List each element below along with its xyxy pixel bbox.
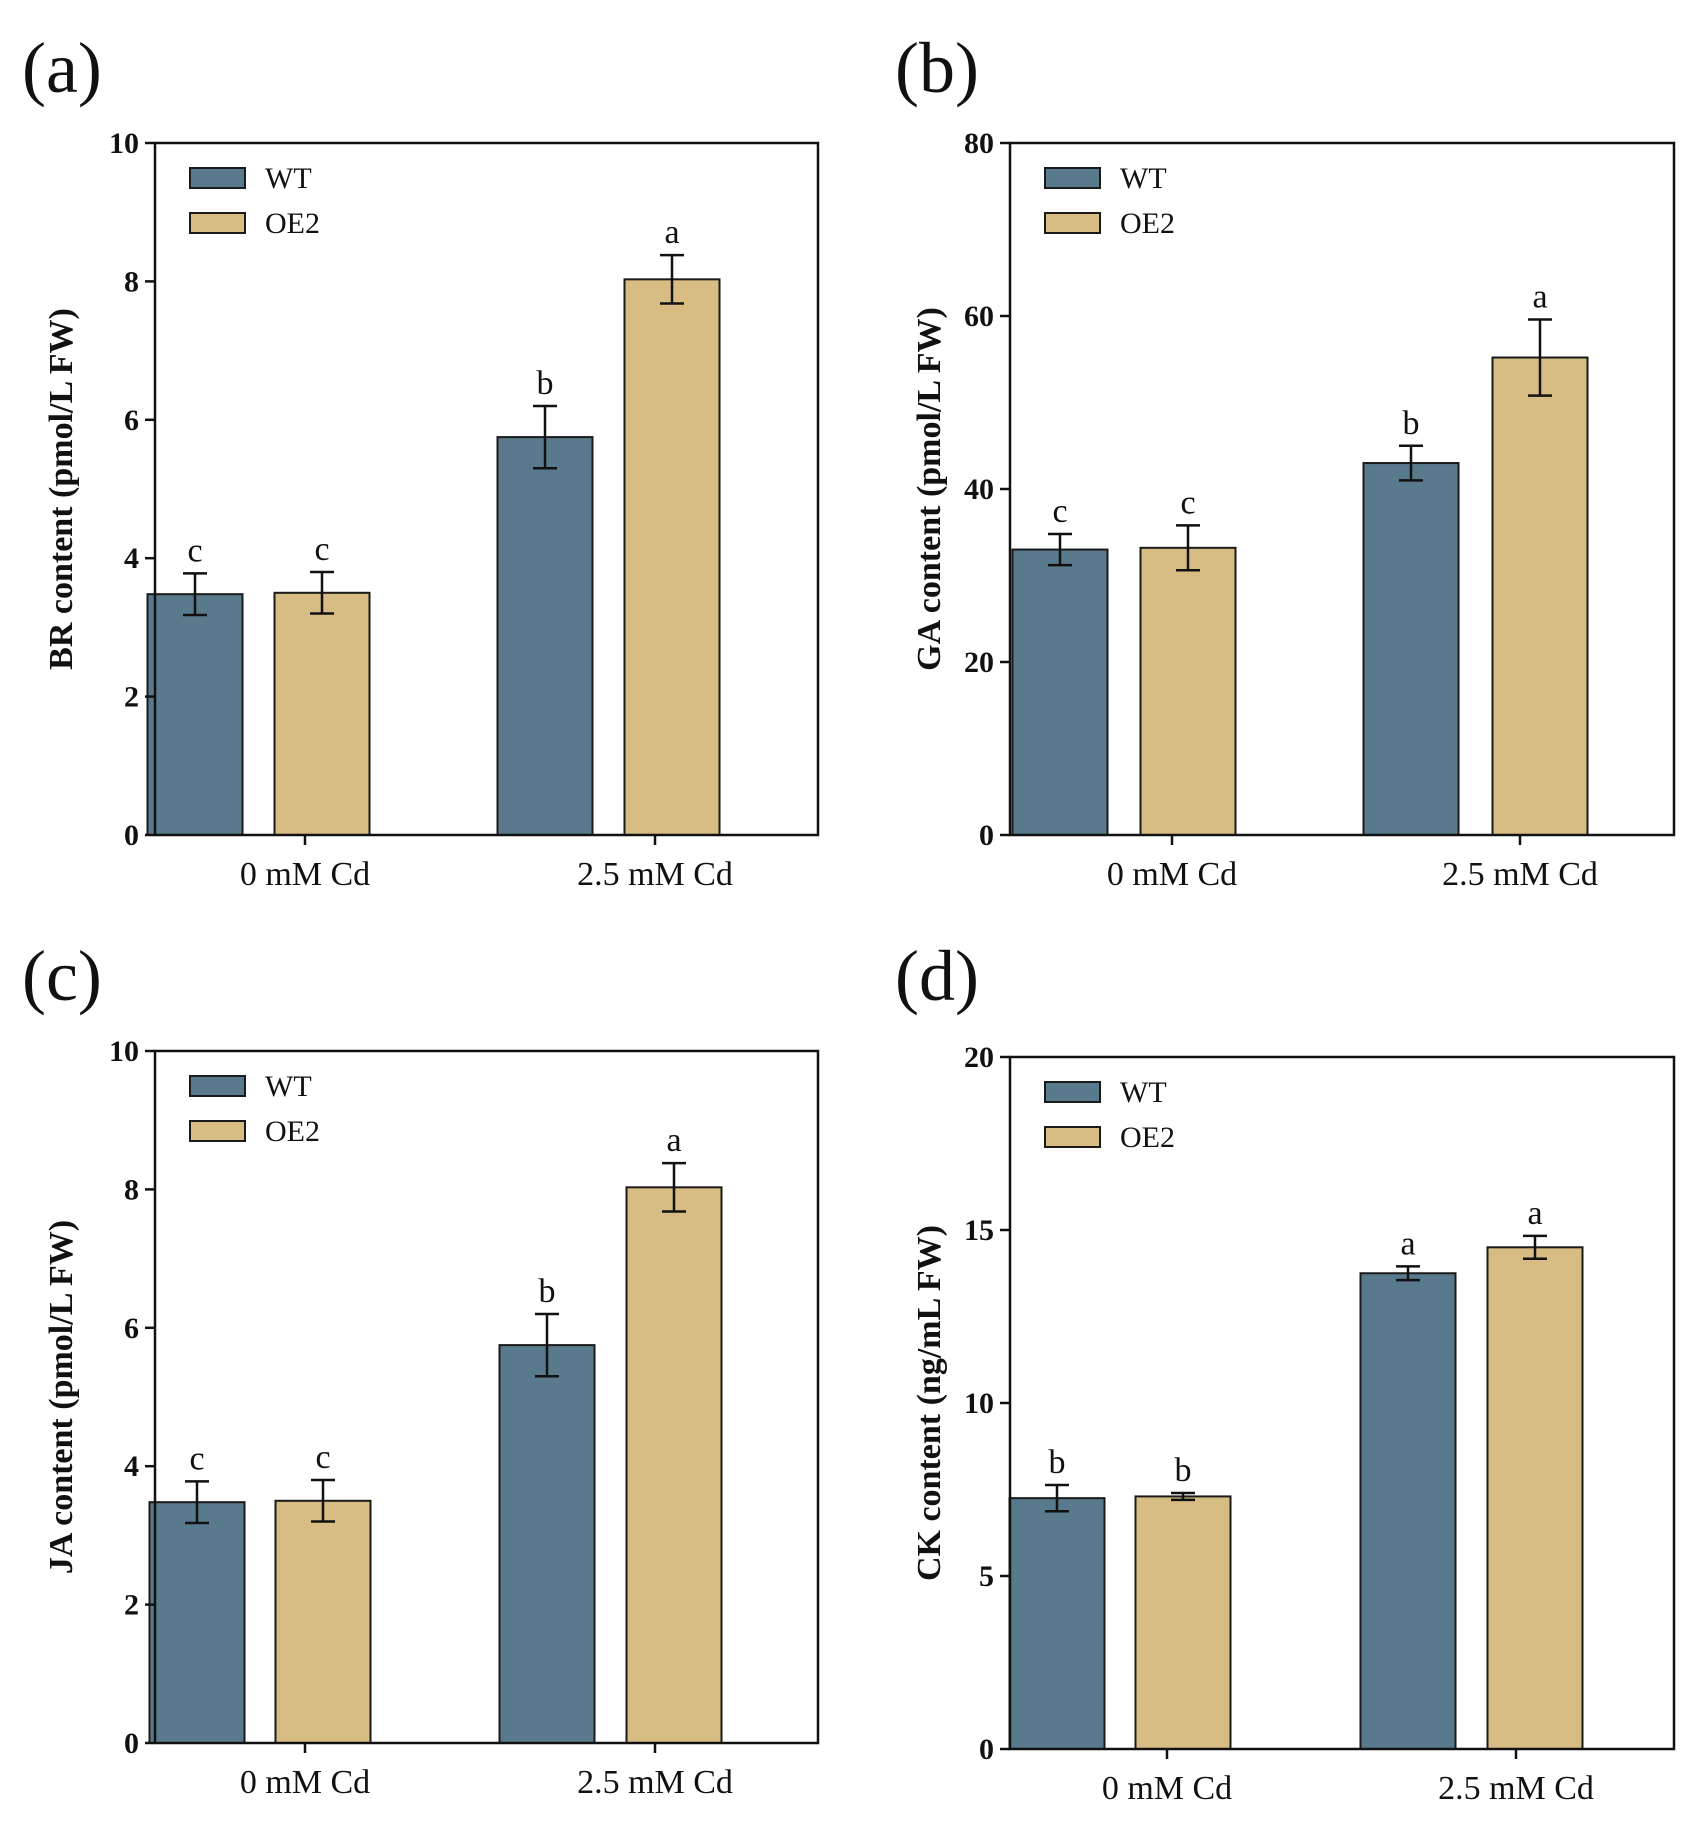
- significance-letter: c: [189, 1440, 204, 1477]
- bar-wt-1: [498, 1344, 596, 1744]
- y-tick-label: 2: [124, 681, 139, 714]
- plot-frame: [153, 141, 820, 837]
- legend-label-wt: WT: [265, 1070, 312, 1103]
- y-tick-label: 80: [964, 127, 994, 160]
- panel-label: (b): [895, 28, 979, 108]
- panel-label: (c): [22, 936, 102, 1016]
- significance-letter: c: [315, 1439, 330, 1476]
- x-tick-label: 0 mM Cd: [1102, 1770, 1232, 1807]
- bar-wt-1: [1359, 1272, 1457, 1750]
- bar-oe2-1: [1486, 1246, 1584, 1751]
- chart-panel-c: (c) c b c a 0 2 4 6 8 10 0 mM Cd 2.5 mM Cd JA content…: [22, 936, 820, 1801]
- x-tick-label: 2.5 mM Cd: [1438, 1770, 1594, 1807]
- legend-swatch-wt: [189, 1075, 246, 1097]
- y-tick-label: 8: [124, 1173, 139, 1206]
- y-axis-title: BR content (pmol/L FW): [43, 308, 80, 670]
- bar-wt-0: [1008, 1497, 1106, 1751]
- y-tick-label: 8: [124, 265, 139, 298]
- significance-letter: b: [1403, 405, 1420, 442]
- legend-label-wt: WT: [1120, 1076, 1167, 1109]
- bar-oe2-0: [274, 1499, 372, 1745]
- y-tick-label: 6: [124, 404, 139, 437]
- bar-wt-0: [148, 1501, 246, 1744]
- y-tick-label: 20: [964, 646, 994, 679]
- y-tick-label: 4: [124, 542, 139, 575]
- significance-letter: c: [1180, 484, 1195, 521]
- bar-wt-1: [496, 436, 594, 836]
- chart-panel-d: (d) b a b a 0 5 10 15 20 0 mM Cd 2.5 mM Cd CK conten…: [895, 936, 1676, 1807]
- bar-oe2-1: [625, 1186, 723, 1744]
- chart-panel-b: (b) c b c a 0 20 40 60 80 0 mM Cd 2.5 mM Cd GA conte…: [895, 28, 1676, 893]
- y-tick-label: 0: [979, 1733, 994, 1766]
- y-tick-label: 10: [109, 1035, 139, 1068]
- bar-wt-0: [146, 593, 244, 837]
- legend-swatch-oe2: [1044, 212, 1101, 234]
- x-tick-label: 0 mM Cd: [1107, 856, 1237, 893]
- legend-label-oe2: OE2: [1120, 207, 1175, 240]
- significance-letter: a: [1527, 1195, 1542, 1232]
- legend-label-wt: WT: [265, 162, 312, 195]
- bar-oe2-0: [1139, 546, 1237, 836]
- x-tick-label: 0 mM Cd: [240, 1764, 370, 1801]
- bar-oe2-1: [1491, 356, 1589, 836]
- significance-letter: b: [1049, 1444, 1066, 1481]
- bar-oe2-1: [623, 278, 721, 837]
- legend-swatch-wt: [1044, 167, 1101, 189]
- panel-label: (a): [22, 28, 102, 108]
- bar-oe2-0: [273, 591, 371, 836]
- significance-letter: c: [314, 531, 329, 568]
- legend-label-oe2: OE2: [1120, 1121, 1175, 1154]
- legend-label-oe2: OE2: [265, 1115, 320, 1148]
- y-tick-label: 4: [124, 1450, 139, 1483]
- bar-wt-1: [1362, 462, 1460, 836]
- x-tick-label: 0 mM Cd: [240, 856, 370, 893]
- legend-label-oe2: OE2: [265, 207, 320, 240]
- legend-swatch-wt: [189, 167, 246, 189]
- chart-panel-a: (a) c b c a 0 2 4 6 8 10 0 mM Cd 2.5 mM Cd BR content…: [22, 28, 820, 893]
- y-tick-label: 6: [124, 1312, 139, 1345]
- y-tick-label: 10: [109, 127, 139, 160]
- significance-letter: c: [187, 532, 202, 569]
- y-tick-label: 0: [979, 819, 994, 852]
- plot-frame: [153, 1049, 820, 1745]
- x-tick-label: 2.5 mM Cd: [577, 1764, 733, 1801]
- significance-letter: b: [1175, 1452, 1192, 1489]
- y-tick-label: 15: [964, 1214, 994, 1247]
- significance-letter: b: [539, 1273, 556, 1310]
- x-tick-label: 2.5 mM Cd: [577, 856, 733, 893]
- legend-label-wt: WT: [1120, 162, 1167, 195]
- legend-swatch-wt: [1044, 1081, 1101, 1103]
- bar-oe2-0: [1134, 1495, 1232, 1751]
- significance-letter: a: [664, 214, 679, 251]
- legend-swatch-oe2: [1044, 1126, 1101, 1148]
- significance-letter: a: [1400, 1225, 1415, 1262]
- y-tick-label: 60: [964, 300, 994, 333]
- panel-label: (d): [895, 936, 979, 1016]
- y-axis-title: GA content (pmol/L FW): [911, 307, 948, 671]
- y-axis-title: CK content (ng/mL FW): [911, 1225, 948, 1581]
- significance-letter: c: [1052, 493, 1067, 530]
- significance-letter: b: [537, 365, 554, 402]
- significance-letter: a: [666, 1122, 681, 1159]
- y-tick-label: 2: [124, 1589, 139, 1622]
- legend-swatch-oe2: [189, 1120, 246, 1142]
- x-tick-label: 2.5 mM Cd: [1442, 856, 1598, 893]
- bar-wt-0: [1011, 548, 1109, 836]
- y-tick-label: 5: [979, 1560, 994, 1593]
- y-tick-label: 10: [964, 1387, 994, 1420]
- y-tick-label: 0: [124, 819, 139, 852]
- y-axis-title: JA content (pmol/L FW): [43, 1220, 80, 1574]
- y-tick-label: 0: [124, 1727, 139, 1760]
- y-tick-label: 20: [964, 1041, 994, 1074]
- significance-letter: a: [1532, 278, 1547, 315]
- legend-swatch-oe2: [189, 212, 246, 234]
- y-tick-label: 40: [964, 473, 994, 506]
